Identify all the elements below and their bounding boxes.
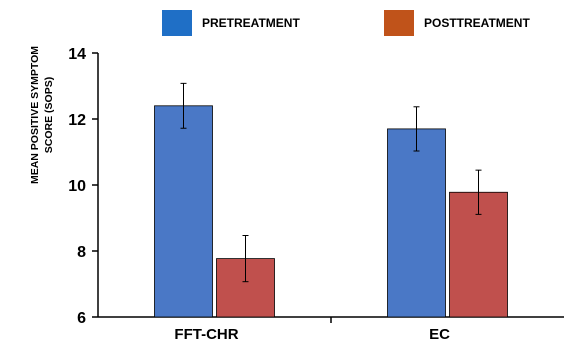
bar-pretreatment-fft-chr [154, 105, 213, 318]
x-tick-label-ec: EC [429, 326, 450, 340]
legend: PRETREATMENT POSTTREATMENT [0, 10, 564, 38]
x-tick-label-fft-chr: FFT-CHR [174, 326, 238, 340]
y-tick-label-8: 8 [77, 244, 86, 261]
bar-pretreatment-ec [387, 128, 446, 318]
y-tick-label-14: 14 [68, 46, 86, 63]
legend-swatch-posttreatment [384, 10, 414, 36]
y-tick-label-12: 12 [68, 112, 86, 129]
legend-label-posttreatment: POSTTREATMENT [424, 16, 530, 30]
legend-item-posttreatment: POSTTREATMENT [384, 10, 530, 36]
y-tick-label-6: 6 [77, 310, 86, 327]
y-tick-label-10: 10 [68, 178, 86, 195]
legend-label-pretreatment: PRETREATMENT [202, 16, 300, 30]
legend-swatch-pretreatment [162, 10, 192, 36]
legend-item-pretreatment: PRETREATMENT [162, 10, 300, 36]
